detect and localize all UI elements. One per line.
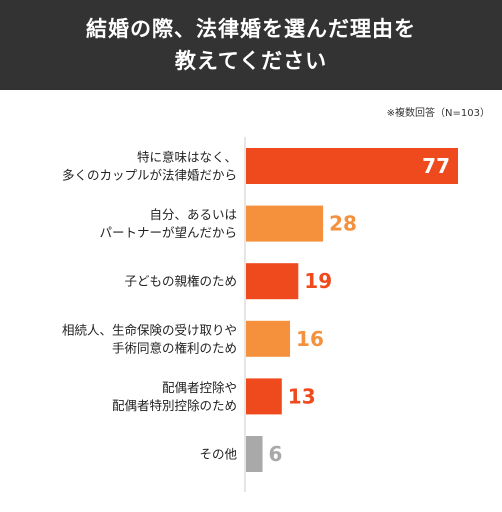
title-banner: 結婚の際、法律婚を選んだ理由を 教えてください bbox=[0, 0, 502, 90]
category-label: 特に意味はなく、 bbox=[137, 150, 237, 165]
value-label: 13 bbox=[288, 384, 316, 408]
category-label: 配偶者特別控除のため bbox=[112, 398, 237, 413]
category-label: 手術同意の権利のため bbox=[112, 340, 237, 355]
category-label: 自分、あるいは bbox=[149, 207, 237, 222]
bar bbox=[246, 378, 282, 415]
category-label: 相続人、生命保険の受け取りや bbox=[62, 322, 237, 337]
value-label: 28 bbox=[329, 212, 357, 236]
sample-note: ※複数回答（N=103） bbox=[386, 108, 490, 119]
category-label: その他 bbox=[199, 447, 237, 462]
value-label: 19 bbox=[304, 269, 332, 293]
value-label: 16 bbox=[296, 327, 324, 351]
bar bbox=[246, 320, 291, 357]
category-label: 配偶者控除や bbox=[162, 380, 237, 395]
title-line-2: 教えてください bbox=[174, 49, 328, 73]
bar bbox=[246, 148, 458, 184]
category-label: パートナーが望んだから bbox=[99, 225, 237, 240]
value-label: 6 bbox=[269, 442, 283, 466]
category-label: 子どもの親権のため bbox=[124, 274, 237, 289]
bar bbox=[246, 263, 299, 300]
category-label: 多くのカップルが法律婚だから bbox=[62, 168, 237, 183]
bar bbox=[246, 205, 324, 242]
title-line-1: 結婚の際、法律婚を選んだ理由を bbox=[86, 17, 416, 41]
value-label: 77 bbox=[422, 154, 450, 178]
bar bbox=[246, 436, 263, 472]
